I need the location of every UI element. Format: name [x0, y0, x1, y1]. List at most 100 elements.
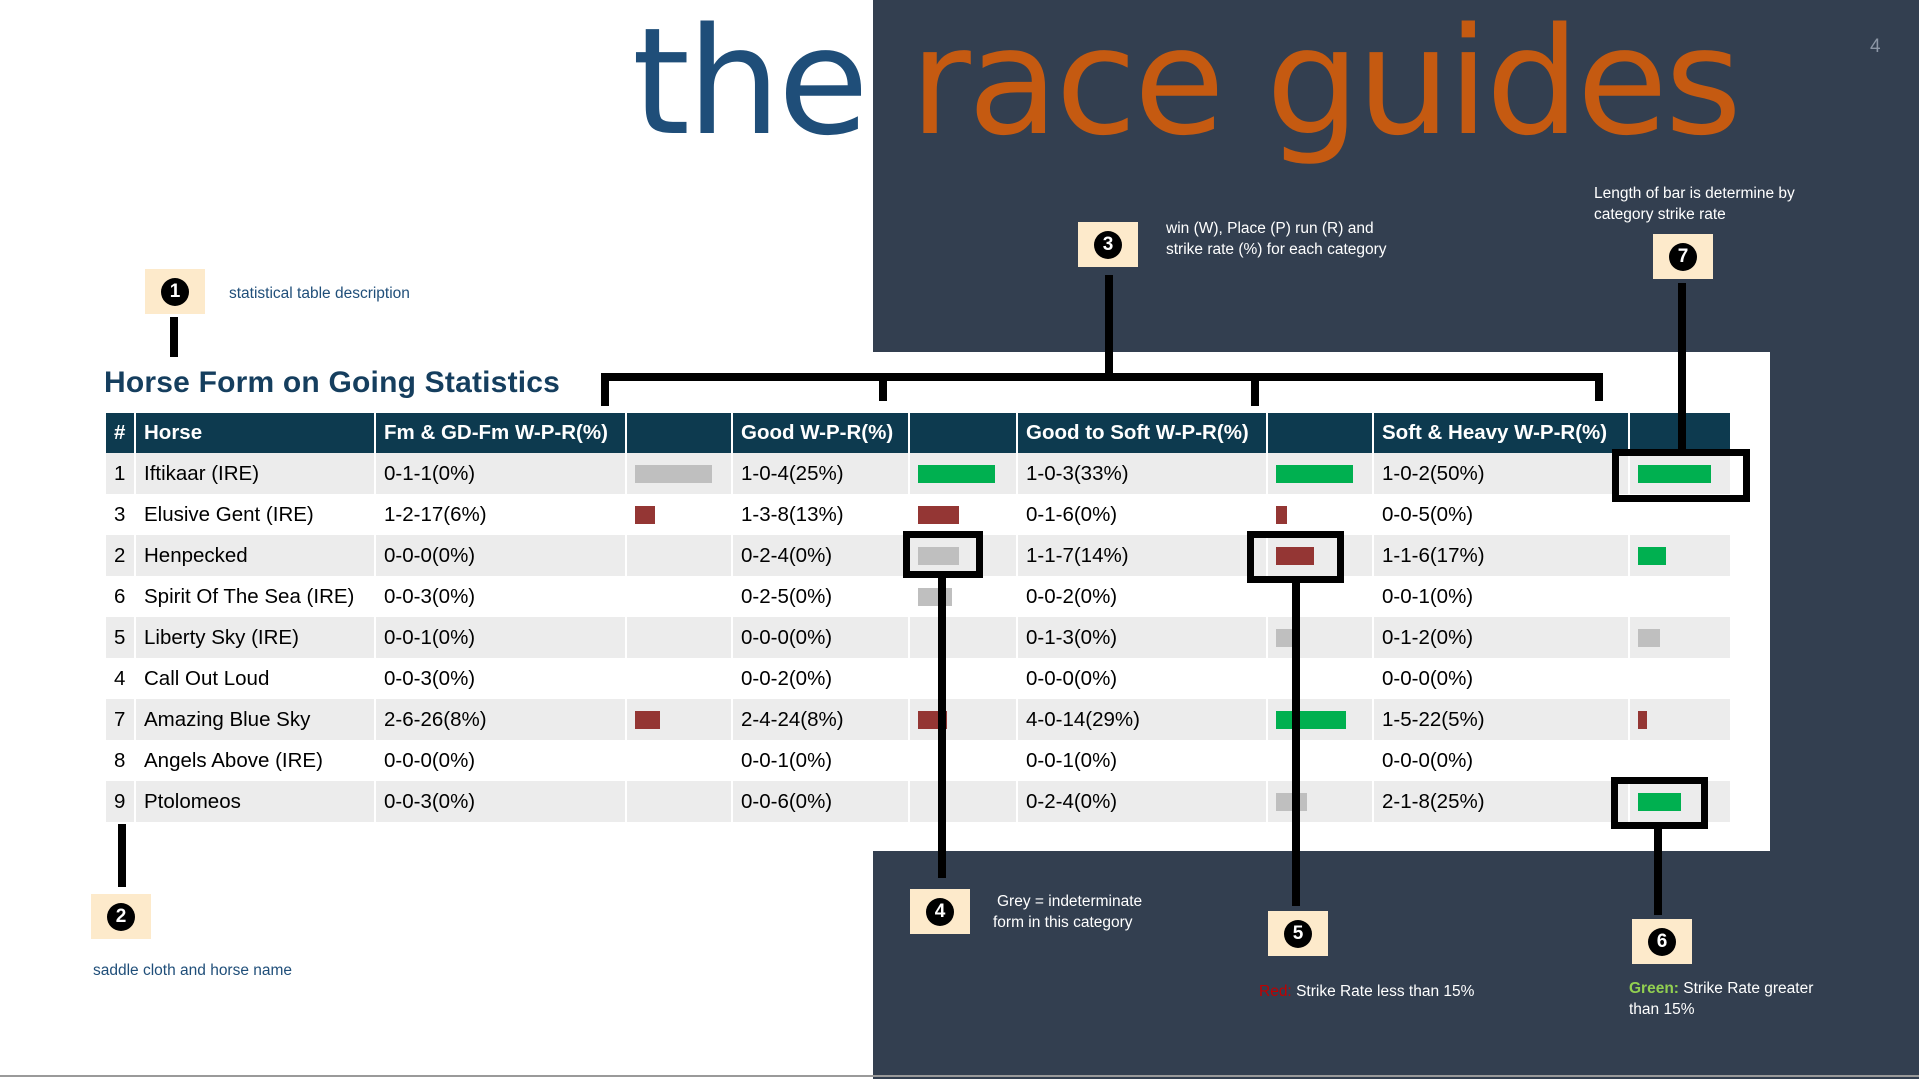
annotation-4-line1: Grey = indeterminate [997, 893, 1143, 910]
saddle-cloth-number: 2 [106, 535, 136, 576]
good-wpr: 0-0-6(0%) [732, 781, 910, 822]
strike-rate-bar-cell [1629, 576, 1732, 617]
strike-rate-bar [1638, 464, 1711, 483]
soft-heavy-wpr: 1-0-2(50%) [1373, 453, 1630, 494]
annotation-3-line1: win (W), Place (P) run (R) and [1166, 220, 1374, 237]
header-good: Good W-P-R(%) [732, 413, 910, 453]
annotation-3-text: win (W), Place (P) run (R) and strike ra… [1166, 218, 1387, 260]
soft-heavy-wpr: 0-0-1(0%) [1373, 576, 1630, 617]
annotation-4-highlight [903, 531, 983, 578]
strike-rate-bar-cell [626, 494, 733, 535]
saddle-cloth-number: 4 [106, 658, 136, 699]
annotation-7-text: Length of bar is determine by category s… [1594, 183, 1795, 225]
saddle-cloth-number: 1 [106, 453, 136, 494]
strike-rate-bar-cell [626, 535, 733, 576]
horse-name: Liberty Sky (IRE) [135, 617, 376, 658]
annotation-5-badge: 5 [1268, 911, 1328, 956]
table-row: 2 Henpecked 0-0-0(0%) 0-2-4(0%) 1-1-7(14%) 1-… [106, 535, 1732, 576]
annotation-6-badge: 6 [1632, 919, 1692, 964]
annotation-2-number: 2 [107, 902, 135, 931]
annotation-5-body: Strike Rate less than 15% [1296, 983, 1475, 1000]
strike-rate-bar-cell [1267, 699, 1374, 740]
table-row: 6 Spirit Of The Sea (IRE) 0-0-3(0%) 0-2-5(0… [106, 576, 1732, 617]
annotation-3-tick [879, 373, 887, 401]
strike-rate-bar-cell [1629, 535, 1732, 576]
annotation-6-number: 6 [1648, 927, 1676, 956]
header-soft-heavy: Soft & Heavy W-P-R(%) [1373, 413, 1630, 453]
header-good-bar [909, 413, 1018, 453]
firm-wpr: 0-0-0(0%) [375, 740, 627, 781]
annotation-3-badge: 3 [1078, 222, 1138, 267]
strike-rate-bar-cell [1629, 781, 1732, 822]
horse-name: Henpecked [135, 535, 376, 576]
annotation-1-connector [170, 317, 178, 357]
annotation-2-text: saddle cloth and horse name [93, 962, 293, 979]
horse-name: Elusive Gent (IRE) [135, 494, 376, 535]
logo-word-the: the [632, 0, 869, 168]
annotation-3-number: 3 [1094, 230, 1122, 259]
strike-rate-bar-cell [1629, 740, 1732, 781]
annotation-1-text: statistical table description [229, 285, 410, 302]
strike-rate-bar [918, 505, 959, 524]
strike-rate-bar [1276, 505, 1287, 524]
strike-rate-bar-cell [1267, 535, 1374, 576]
annotation-1-number: 1 [161, 277, 189, 306]
soft-heavy-wpr: 0-0-0(0%) [1373, 658, 1630, 699]
annotation-7-badge: 7 [1653, 234, 1713, 279]
good-wpr: 0-2-4(0%) [732, 535, 910, 576]
soft-heavy-wpr: 1-5-22(5%) [1373, 699, 1630, 740]
saddle-cloth-number: 7 [106, 699, 136, 740]
annotation-1-badge: 1 [145, 269, 205, 314]
strike-rate-bar-cell [909, 699, 1018, 740]
annotation-6-label: Green: [1629, 980, 1679, 997]
table-row: 9 Ptolomeos 0-0-3(0%) 0-0-6(0%) 0-2-4(0%) 2-1… [106, 781, 1732, 822]
annotation-3-connector [1105, 275, 1113, 375]
firm-wpr: 2-6-26(8%) [375, 699, 627, 740]
good-wpr: 0-0-1(0%) [732, 740, 910, 781]
strike-rate-bar-cell [626, 699, 733, 740]
good-to-soft-wpr: 0-1-6(0%) [1017, 494, 1268, 535]
saddle-cloth-number: 9 [106, 781, 136, 822]
header-number: # [106, 413, 136, 453]
strike-rate-bar-cell [1267, 781, 1374, 822]
strike-rate-bar-cell [1267, 740, 1374, 781]
strike-rate-bar-cell [909, 453, 1018, 494]
saddle-cloth-number: 8 [106, 740, 136, 781]
good-to-soft-wpr: 0-0-2(0%) [1017, 576, 1268, 617]
page-number: 4 [1870, 36, 1881, 57]
strike-rate-bar-cell [1629, 453, 1732, 494]
soft-heavy-wpr: 0-0-5(0%) [1373, 494, 1630, 535]
saddle-cloth-number: 6 [106, 576, 136, 617]
good-to-soft-wpr: 1-1-7(14%) [1017, 535, 1268, 576]
annotation-7-highlight [1612, 449, 1750, 502]
annotation-4-number: 4 [926, 897, 954, 926]
strike-rate-bar [1276, 546, 1314, 565]
table-row: 3 Elusive Gent (IRE) 1-2-17(6%) 1-3-8(13%) 0… [106, 494, 1732, 535]
annotation-4-badge: 4 [910, 889, 970, 934]
firm-wpr: 0-0-3(0%) [375, 658, 627, 699]
strike-rate-bar-cell [626, 576, 733, 617]
strike-rate-bar [1638, 546, 1666, 565]
dark-background-top [873, 0, 1919, 352]
strike-rate-bar-cell [1629, 617, 1732, 658]
annotation-5-number: 5 [1284, 919, 1312, 948]
annotation-6-connector [1654, 829, 1662, 915]
good-to-soft-wpr: 1-0-3(33%) [1017, 453, 1268, 494]
strike-rate-bar-cell [626, 658, 733, 699]
header-good-to-soft-bar [1267, 413, 1374, 453]
table-title: Horse Form on Going Statistics [104, 366, 561, 399]
annotation-6-text: Green: Strike Rate greater than 15% [1629, 978, 1813, 1020]
header-horse: Horse [135, 413, 376, 453]
good-to-soft-wpr: 0-0-0(0%) [1017, 658, 1268, 699]
strike-rate-bar-cell [909, 535, 1018, 576]
horse-name: Ptolomeos [135, 781, 376, 822]
firm-wpr: 0-0-3(0%) [375, 576, 627, 617]
strike-rate-bar-cell [1629, 699, 1732, 740]
firm-wpr: 0-0-0(0%) [375, 535, 627, 576]
strike-rate-bar-cell [1267, 617, 1374, 658]
strike-rate-bar-cell [1267, 453, 1374, 494]
table-row: 1 Iftikaar (IRE) 0-1-1(0%) 1-0-4(25%) 1-0-3(… [106, 453, 1732, 494]
table-header-row: # Horse Fm & GD-Fm W-P-R(%) Good W-P-R(%… [106, 413, 1732, 453]
header-firm: Fm & GD-Fm W-P-R(%) [375, 413, 627, 453]
strike-rate-bar [635, 505, 655, 524]
